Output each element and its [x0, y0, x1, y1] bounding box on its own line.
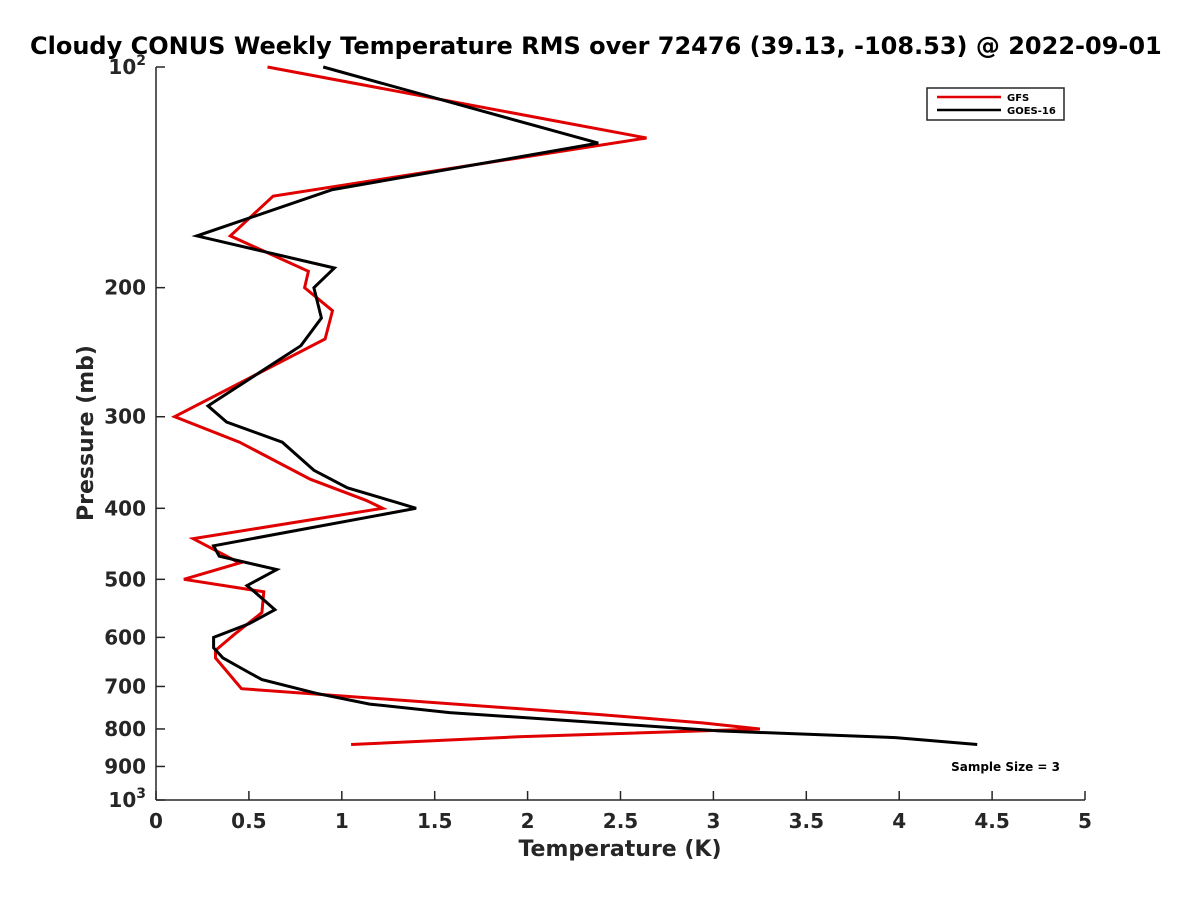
y-tick-label: 102	[108, 53, 146, 79]
legend-label: GFS	[1007, 93, 1029, 104]
x-tick-label: 4.5	[974, 809, 1009, 833]
series-layer	[170, 65, 978, 746]
x-tick-label: 2.5	[603, 809, 638, 833]
chart-title: Cloudy CONUS Weekly Temperature RMS over…	[30, 32, 1162, 60]
y-tick-label: 300	[104, 405, 146, 429]
x-tick-label: 2	[521, 809, 535, 833]
x-tick-label: 1.5	[417, 809, 452, 833]
x-tick-label: 0	[149, 809, 163, 833]
y-tick-label: 600	[104, 625, 146, 649]
legend-box	[926, 87, 1065, 121]
x-tick-label: 1	[335, 809, 349, 833]
y-tick-label: 500	[104, 567, 146, 591]
plot-axes	[155, 67, 1085, 801]
y-tick-label: 103	[108, 786, 146, 812]
x-axis-label: Temperature (K)	[518, 837, 721, 862]
x-tick-label: 3.5	[789, 809, 824, 833]
ticks-layer: 0 0.5 1 1.5 2 2.5 3 3.5 4 4.5 5 102 200 300 400 500 600 7…	[104, 53, 1092, 833]
legend: GFS GOES-16	[926, 87, 1065, 121]
y-tick-label: 700	[104, 674, 146, 698]
y-tick-label: 400	[104, 496, 146, 520]
legend-label: GOES-16	[1007, 106, 1056, 117]
series-line-goes-16	[191, 65, 978, 746]
x-tick-label: 4	[892, 809, 906, 833]
y-axis-label: Pressure (mb)	[74, 345, 99, 521]
y-tick-label: 900	[104, 754, 146, 778]
sample-size-annotation: Sample Size = 3	[951, 760, 1060, 774]
x-tick-label: 0.5	[231, 809, 266, 833]
x-tick-label: 5	[1078, 809, 1092, 833]
y-tick-label: 200	[104, 276, 146, 300]
series-line-gfs	[170, 65, 761, 746]
y-tick-label: 800	[104, 717, 146, 741]
x-tick-label: 3	[706, 809, 720, 833]
